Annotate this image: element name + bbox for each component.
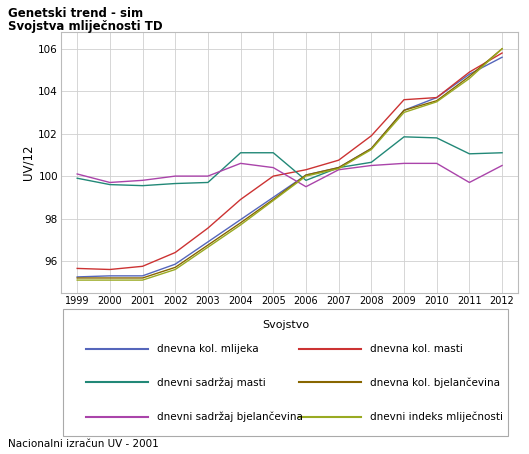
Text: dnevni sadržaj bjelančevina: dnevni sadržaj bjelančevina <box>157 411 303 422</box>
Y-axis label: UV/12: UV/12 <box>21 144 34 180</box>
Text: dnevna kol. mlijeka: dnevna kol. mlijeka <box>157 345 259 355</box>
Text: Genetski trend - sim: Genetski trend - sim <box>8 7 143 20</box>
Text: Svojstvo: Svojstvo <box>262 320 309 330</box>
FancyBboxPatch shape <box>63 309 508 436</box>
Text: dnevni sadržaj masti: dnevni sadržaj masti <box>157 377 266 388</box>
Text: dnevna kol. masti: dnevna kol. masti <box>370 345 463 355</box>
Text: dnevna kol. bjelančevina: dnevna kol. bjelančevina <box>370 377 500 388</box>
Text: Svojstva mliječnosti TD: Svojstva mliječnosti TD <box>8 20 162 34</box>
X-axis label: Godina rođenja: Godina rođenja <box>244 311 335 324</box>
Text: dnevni indeks mliječnosti: dnevni indeks mliječnosti <box>370 411 503 422</box>
Text: Nacionalni izračun UV - 2001: Nacionalni izračun UV - 2001 <box>8 439 159 449</box>
